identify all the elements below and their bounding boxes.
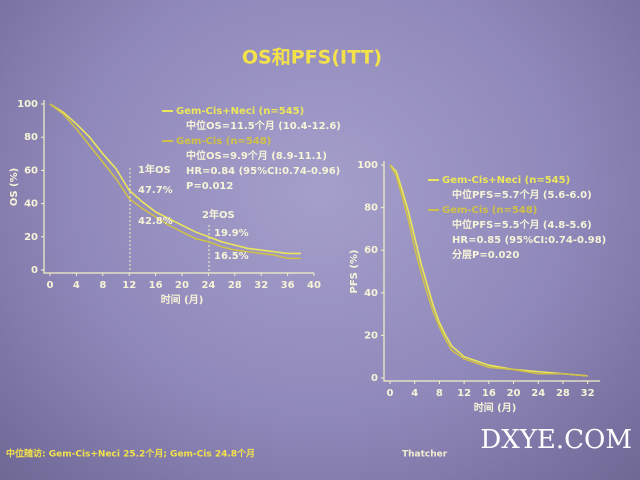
y-tick-label: 0 <box>31 265 38 276</box>
legend-note: HR=0.84 (95%CI:0.74-0.96) <box>186 166 340 177</box>
x-tick-label: 0 <box>47 280 54 291</box>
legend-label: Gem-Cis+Neci (n=545) <box>442 175 570 186</box>
y-axis-label: OS (%) <box>9 168 20 206</box>
y-tick-label: 100 <box>17 99 38 110</box>
y-tick-label: 80 <box>364 203 378 214</box>
legend-label: Gem-Cis (n=548) <box>176 136 271 147</box>
legend-label: Gem-Cis (n=548) <box>442 205 537 216</box>
survival-curve <box>389 164 588 377</box>
x-tick-label: 16 <box>149 280 163 291</box>
y-tick-label: 40 <box>364 288 378 299</box>
y-tick-label: 20 <box>364 330 378 341</box>
x-axis-label: 时间 (月) <box>474 401 517 414</box>
y-tick-label: 100 <box>357 160 378 171</box>
y-tick-label: 60 <box>24 165 38 176</box>
x-tick-label: 24 <box>531 388 545 399</box>
x-tick-label: 20 <box>507 388 521 399</box>
y-tick-label: 0 <box>371 373 378 384</box>
y-axis-label: PFS (%) <box>349 249 360 293</box>
axis-line <box>43 100 314 274</box>
x-tick-label: 28 <box>556 388 570 399</box>
annotation: 2年OS <box>202 208 235 221</box>
y-tick-label: 60 <box>364 245 378 256</box>
annotation: 42.8% <box>138 216 173 227</box>
footer-note: 中位随访: Gem-Cis+Neci 25.2个月; Gem-Cis 24.8个… <box>6 448 255 460</box>
x-axis-label: 时间 (月) <box>161 293 204 306</box>
x-tick-label: 36 <box>281 280 295 291</box>
axis-line <box>383 161 600 382</box>
x-tick-label: 24 <box>201 280 215 291</box>
y-tick-label: 80 <box>24 132 38 143</box>
x-tick-label: 4 <box>73 280 80 291</box>
survival-curve <box>49 103 301 260</box>
citation: Thatcher <box>402 450 448 460</box>
legend-note: 中位PFS=5.5个月 (4.8-5.6) <box>452 218 592 231</box>
x-tick-label: 32 <box>581 388 595 399</box>
x-tick-label: 40 <box>307 280 321 291</box>
x-tick-label: 16 <box>482 388 496 399</box>
legend-note: P=0.012 <box>186 181 233 192</box>
legend-note: 中位PFS=5.7个月 (5.6-6.0) <box>452 188 592 201</box>
watermark: DXYE.COM <box>480 425 632 455</box>
survival-curve <box>49 103 301 255</box>
legend-note: HR=0.85 (95%CI:0.74-0.98) <box>452 235 606 246</box>
x-tick-label: 8 <box>99 280 106 291</box>
x-tick-label: 12 <box>122 280 136 291</box>
x-tick-label: 12 <box>457 388 471 399</box>
annotation: 1年OS <box>138 163 171 176</box>
legend-note: 中位OS=9.9个月 (8.9-11.1) <box>186 149 327 162</box>
x-tick-label: 20 <box>175 280 189 291</box>
x-tick-label: 0 <box>387 388 394 399</box>
x-tick-label: 32 <box>254 280 268 291</box>
annotation: 19.9% <box>214 228 249 239</box>
x-tick-label: 4 <box>411 388 418 399</box>
legend-note: 中位OS=11.5个月 (10.4-12.6) <box>186 119 341 132</box>
legend-label: Gem-Cis+Neci (n=545) <box>176 106 304 117</box>
annotation: 47.7% <box>138 185 173 196</box>
y-tick-label: 40 <box>24 199 38 210</box>
slide-title: OS和PFS(ITT) <box>242 46 382 69</box>
legend-note: 分层P=0.020 <box>452 248 519 261</box>
y-tick-label: 20 <box>24 232 38 243</box>
x-tick-label: 28 <box>228 280 242 291</box>
x-tick-label: 8 <box>436 388 443 399</box>
annotation: 16.5% <box>214 251 249 262</box>
